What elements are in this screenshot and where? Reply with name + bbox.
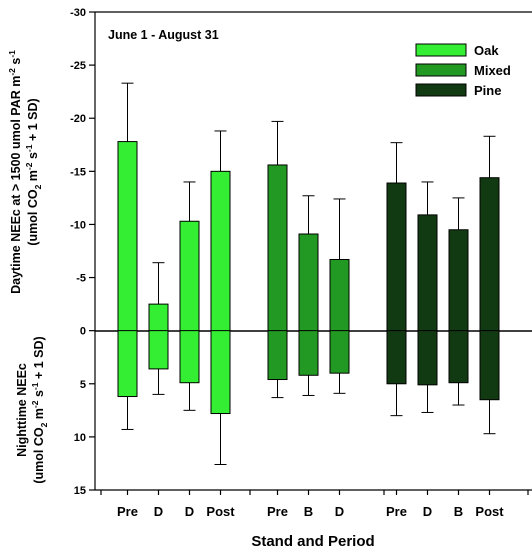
y-tick-label: 0 xyxy=(80,326,86,338)
category-label: Pre xyxy=(267,504,288,519)
category-label: D xyxy=(185,504,194,519)
category-label: Post xyxy=(475,504,504,519)
legend-label-mixed: Mixed xyxy=(474,63,511,78)
period-annotation: June 1 - August 31 xyxy=(108,28,219,42)
bar-mixed xyxy=(329,258,350,374)
y-tick-label: 10 xyxy=(74,432,86,444)
category-label: D xyxy=(423,504,432,519)
category-label: Pre xyxy=(386,504,407,519)
y-axis-title-nighttime: Nighttime NEEc (umol CO2 m-2 s-1 + 1 SD) xyxy=(15,336,49,483)
y-tick-label: -25 xyxy=(70,60,86,72)
bar-pine xyxy=(479,177,500,401)
y-axis-title-line: (umol CO2 m-2 s-1 + 1 SD) xyxy=(30,336,49,483)
bar-oak xyxy=(117,141,138,398)
bars xyxy=(117,82,500,466)
bar-pine xyxy=(417,214,438,386)
bar-oak xyxy=(210,170,231,415)
bar-oak xyxy=(148,303,169,370)
legend-label-oak: Oak xyxy=(474,43,499,58)
y-axis-title-line: (umol CO2 m-2 s-1 + 1 SD) xyxy=(24,98,43,245)
bar-mixed xyxy=(267,164,288,381)
legend-swatch-oak xyxy=(415,43,467,57)
y-axis-ticks: -30 -25 -20 -15 -10 -5 0 5 10 15 xyxy=(70,7,95,497)
bar-pine xyxy=(448,229,469,384)
y-tick-label: -10 xyxy=(70,219,86,231)
y-tick-label: -5 xyxy=(76,273,86,285)
y-tick-label: -20 xyxy=(70,113,86,125)
bar-oak xyxy=(179,220,200,384)
category-label: Post xyxy=(206,504,235,519)
y-tick-label: -30 xyxy=(70,7,86,19)
y-tick-label: 5 xyxy=(80,379,86,391)
category-labels: Pre D D Post Pre B D Pre D B Post xyxy=(100,490,529,519)
category-label: B xyxy=(454,504,463,519)
x-axis-title: Stand and Period xyxy=(251,533,374,550)
legend-swatch-mixed xyxy=(415,63,467,77)
legend-label-pine: Pine xyxy=(474,83,501,98)
category-label: D xyxy=(154,504,163,519)
y-axis-title-daytime: Daytime NEEc at > 1500 umol PAR m-2 s-1(… xyxy=(7,50,43,294)
category-label: B xyxy=(304,504,313,519)
category-label: D xyxy=(335,504,344,519)
y-axis-title-line: Nighttime NEEc xyxy=(15,363,29,457)
category-label: Pre xyxy=(117,504,138,519)
y-axis-title-line: Daytime NEEc at > 1500 umol PAR m-2 s-1 xyxy=(7,50,23,294)
y-tick-label: -15 xyxy=(70,166,86,178)
bar-mixed xyxy=(298,233,319,376)
legend-swatch-pine xyxy=(415,83,467,97)
legend: Oak Mixed Pine xyxy=(415,43,511,98)
bar-pine xyxy=(386,182,407,385)
y-tick-label: 15 xyxy=(74,485,86,497)
